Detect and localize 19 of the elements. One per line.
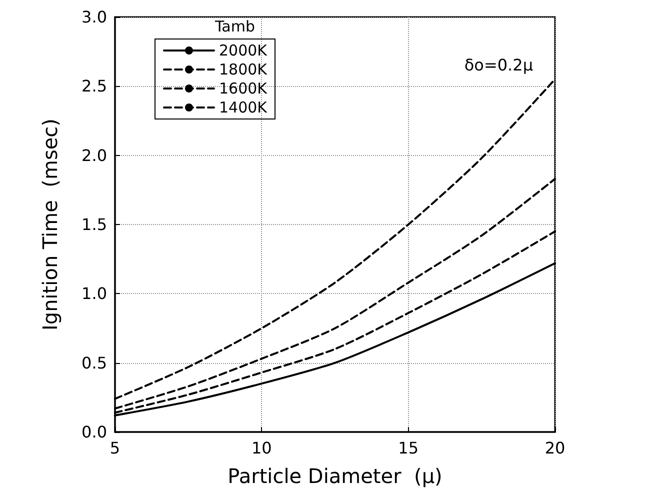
y-tick-label: 0.0 (82, 422, 107, 442)
y-tick-label: 1.5 (82, 215, 107, 234)
x-tick-label: 15 (398, 438, 419, 458)
legend-label: 1600K (219, 80, 268, 98)
legend-label: 1800K (219, 60, 268, 78)
y-tick-label: 2.0 (82, 146, 107, 165)
legend-label: 2000K (219, 42, 268, 60)
y-axis-title: Ignition Time (msec) (38, 118, 62, 330)
legend-title: Tamb (214, 18, 256, 36)
y-tick-label: 3.0 (82, 8, 107, 26)
x-axis-title: Particle Diameter (μ) (228, 464, 442, 488)
y-tick-label: 2.5 (82, 76, 107, 96)
x-tick-label: 5 (110, 438, 120, 458)
x-tick-label: 10 (251, 438, 272, 458)
annotation: δo=0.2μ (464, 56, 533, 74)
y-tick-label: 0.5 (82, 353, 107, 372)
x-tick-label: 20 (544, 438, 566, 458)
legend-label: 1400K (219, 98, 268, 116)
y-tick-label: 1.0 (82, 284, 107, 304)
